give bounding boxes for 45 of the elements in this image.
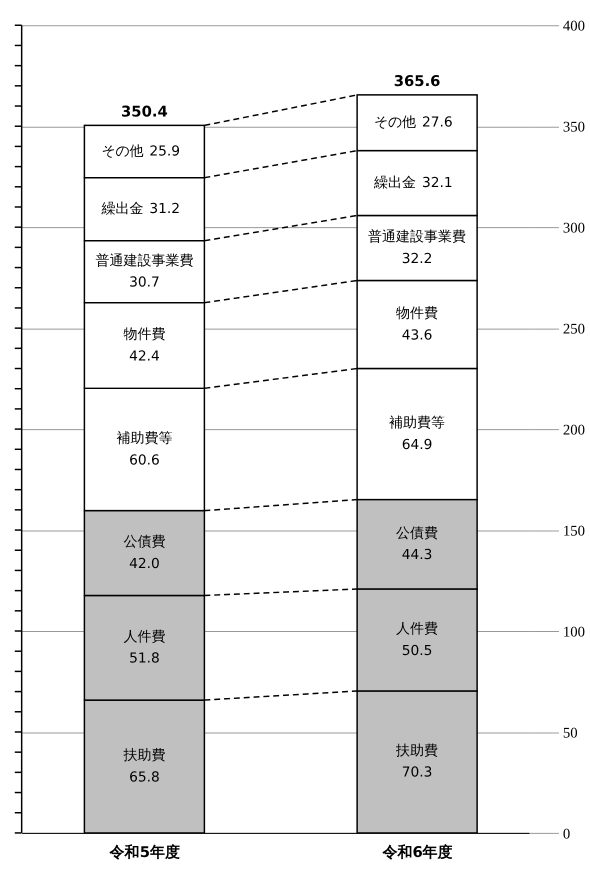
y-tick-label: 400 [562,18,586,35]
y-tick-label: 100 [562,624,586,640]
y-tick-label: 300 [562,220,586,237]
text: 補助費等 [389,415,446,432]
text: 人件費 [123,628,166,645]
data-label: 70.3 [402,764,432,781]
text: 物件費 [396,306,438,322]
series-label: 公債費 [123,534,166,550]
data-label: 44.3 [402,547,432,564]
data-label: 60.6 [129,452,160,468]
text: その他 [101,144,144,160]
data-label: 42.4 [129,348,160,364]
series-label: 普通建設事業費 [95,252,194,269]
y-tick-label: 0 [562,826,570,842]
x-tick-label: 令和5年度 [108,843,180,862]
y-tick-label: 200 [562,422,586,439]
data-label: 65.8 [129,769,160,786]
series-label: その他 [374,114,416,131]
data-label: 30.7 [129,274,160,290]
data-label: 51.8 [129,650,160,667]
data-label: 42.0 [129,556,160,572]
data-label: 50.5 [402,642,432,659]
data-label: 31.2 [149,201,180,218]
data-label: 25.9 [149,144,180,160]
text: 繰出金 [101,201,144,218]
series-label: 補助費等 [116,430,172,447]
y-tick-label: 250 [562,322,586,338]
series-label: 人件費 [396,621,438,638]
y-tick-label: 150 [562,523,586,540]
text: 普通建設事業費 [368,229,466,246]
series-label: 繰出金 [373,175,416,191]
data-label: 43.6 [402,327,432,344]
y-tick-label: 50 [562,725,578,742]
total-label: 365.6 [394,73,440,90]
data-label: 64.9 [402,436,432,453]
data-label: 27.6 [422,114,453,131]
data-label: 32.2 [402,250,432,267]
text: 扶助費 [396,743,438,760]
y-tick-label: 350 [562,120,586,136]
series-label: 物件費 [123,326,166,343]
series-label: 扶助費 [122,748,166,764]
text: 公債費 [396,525,438,542]
x-tick-label: 令和6年度 [381,843,453,862]
data-label: 32.1 [422,175,453,191]
total-label: 350.4 [121,104,168,121]
